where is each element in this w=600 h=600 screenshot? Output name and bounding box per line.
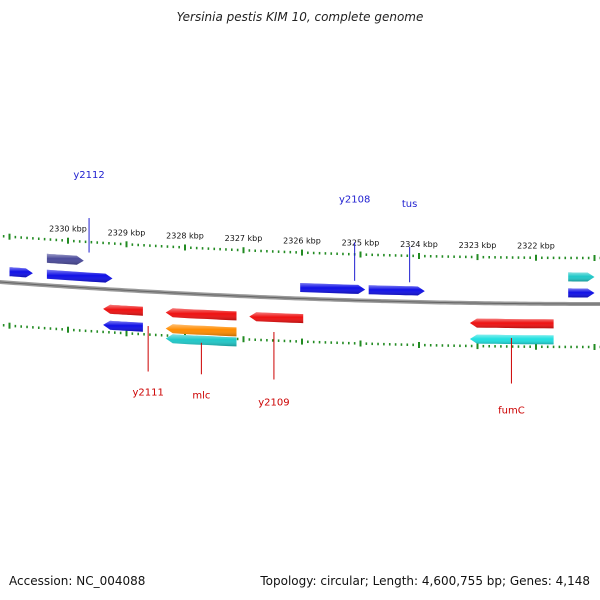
label-fumC: fumC (498, 406, 525, 417)
gene-y2112-shade (46, 253, 84, 265)
gene-feature-1-shade (46, 269, 113, 283)
gene-y2111-shade (103, 304, 143, 316)
label-y2111: y2111 (132, 388, 163, 399)
label-y2109: y2109 (258, 398, 289, 409)
gene-feature-2-shade (9, 267, 33, 278)
tick-label: 2328 kbp (166, 231, 204, 240)
backbone-line (0, 279, 600, 306)
gene-fumC-shade (469, 318, 554, 329)
tick-label: 2322 kbp (517, 242, 555, 251)
tick-label: 2323 kbp (459, 241, 497, 250)
tick-label: 2324 kbp (400, 240, 438, 249)
gene-y2109-shade (249, 312, 304, 324)
gene-features (9, 253, 595, 347)
tick-label: 2329 kbp (108, 228, 146, 237)
gene-feature-10-shade (165, 324, 237, 337)
tick-label: 2327 kbp (225, 234, 263, 243)
label-y2108: y2108 (339, 194, 370, 205)
genome-backbone (0, 279, 600, 306)
scale-ticks: 2330 kbp 2329 kbp 2328 kbp 2327 kbp 2326 kbp… (2, 225, 600, 350)
map-title: Yersinia pestis KIM 10, complete genome (176, 10, 424, 24)
gene-y2108-shade (300, 283, 366, 294)
gene-tus-shade (368, 285, 425, 296)
accession-text: Accession: NC_004088 (9, 574, 146, 588)
gene-feature-8-shade (103, 320, 143, 332)
backbone-edge (0, 281, 600, 305)
gene-mlc-shade (165, 308, 237, 321)
tick-label: 2326 kbp (283, 237, 321, 246)
label-tus: tus (402, 199, 417, 210)
gene-feature-5-shade (568, 288, 595, 298)
tick-label: 2330 kbp (49, 225, 87, 234)
gene-labels: y2112 y2108 tus y2111 mlc y2109 fumC (73, 170, 524, 416)
topology-summary: Topology: circular; Length: 4,600,755 bp… (260, 574, 590, 588)
gene-feature-6-shade (568, 272, 595, 282)
tick-label: 2325 kbp (342, 238, 380, 247)
label-y2112: y2112 (73, 170, 104, 181)
label-mlc: mlc (192, 390, 210, 401)
gene-feature-11-shade (165, 334, 237, 347)
